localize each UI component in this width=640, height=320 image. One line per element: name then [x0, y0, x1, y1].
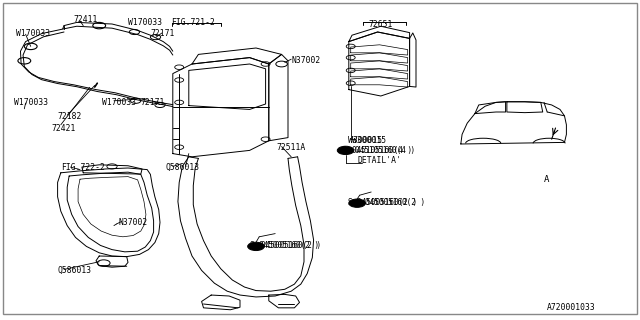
Text: S: S: [355, 201, 359, 206]
Text: W170033: W170033: [128, 18, 162, 27]
Text: 72511A: 72511A: [276, 143, 306, 152]
Text: 72182: 72182: [58, 112, 82, 121]
Text: W300015: W300015: [348, 136, 381, 145]
Text: 045005160(2 ): 045005160(2 ): [261, 241, 321, 250]
Text: 72171: 72171: [141, 98, 165, 107]
Text: W170033: W170033: [14, 98, 48, 107]
Text: N37002: N37002: [118, 218, 148, 227]
Text: 045105160(4 ): 045105160(4 ): [352, 146, 412, 155]
Text: A720001033: A720001033: [547, 303, 596, 312]
Circle shape: [349, 199, 365, 207]
Text: 72171: 72171: [150, 29, 175, 38]
Text: W170033: W170033: [102, 98, 136, 107]
Text: W300015: W300015: [352, 136, 386, 145]
Text: 045105160(4 ): 045105160(4 ): [355, 146, 415, 155]
Text: FIG.722-2: FIG.722-2: [61, 163, 105, 172]
Text: N37002: N37002: [291, 56, 321, 65]
Text: S: S: [341, 146, 346, 155]
Text: 72651: 72651: [368, 20, 392, 28]
Text: S: S: [347, 198, 352, 207]
Text: Q586013: Q586013: [58, 266, 92, 275]
Circle shape: [248, 242, 264, 251]
Text: 72421: 72421: [51, 124, 76, 132]
Text: S: S: [344, 148, 348, 153]
Text: 72411: 72411: [74, 15, 98, 24]
Text: Q586013: Q586013: [165, 163, 199, 172]
Text: A: A: [544, 175, 549, 184]
Circle shape: [337, 146, 354, 155]
Text: W170033: W170033: [16, 29, 50, 38]
Text: FIG.721-2: FIG.721-2: [172, 18, 216, 27]
Text: DETAIL'A': DETAIL'A': [357, 156, 401, 165]
Text: 045005160(2 ): 045005160(2 ): [357, 198, 417, 207]
Text: 045005160(2 ): 045005160(2 ): [365, 198, 425, 207]
Text: S: S: [254, 244, 258, 249]
Text: S: S: [249, 241, 254, 250]
Text: 045005160(2 ): 045005160(2 ): [259, 241, 319, 250]
